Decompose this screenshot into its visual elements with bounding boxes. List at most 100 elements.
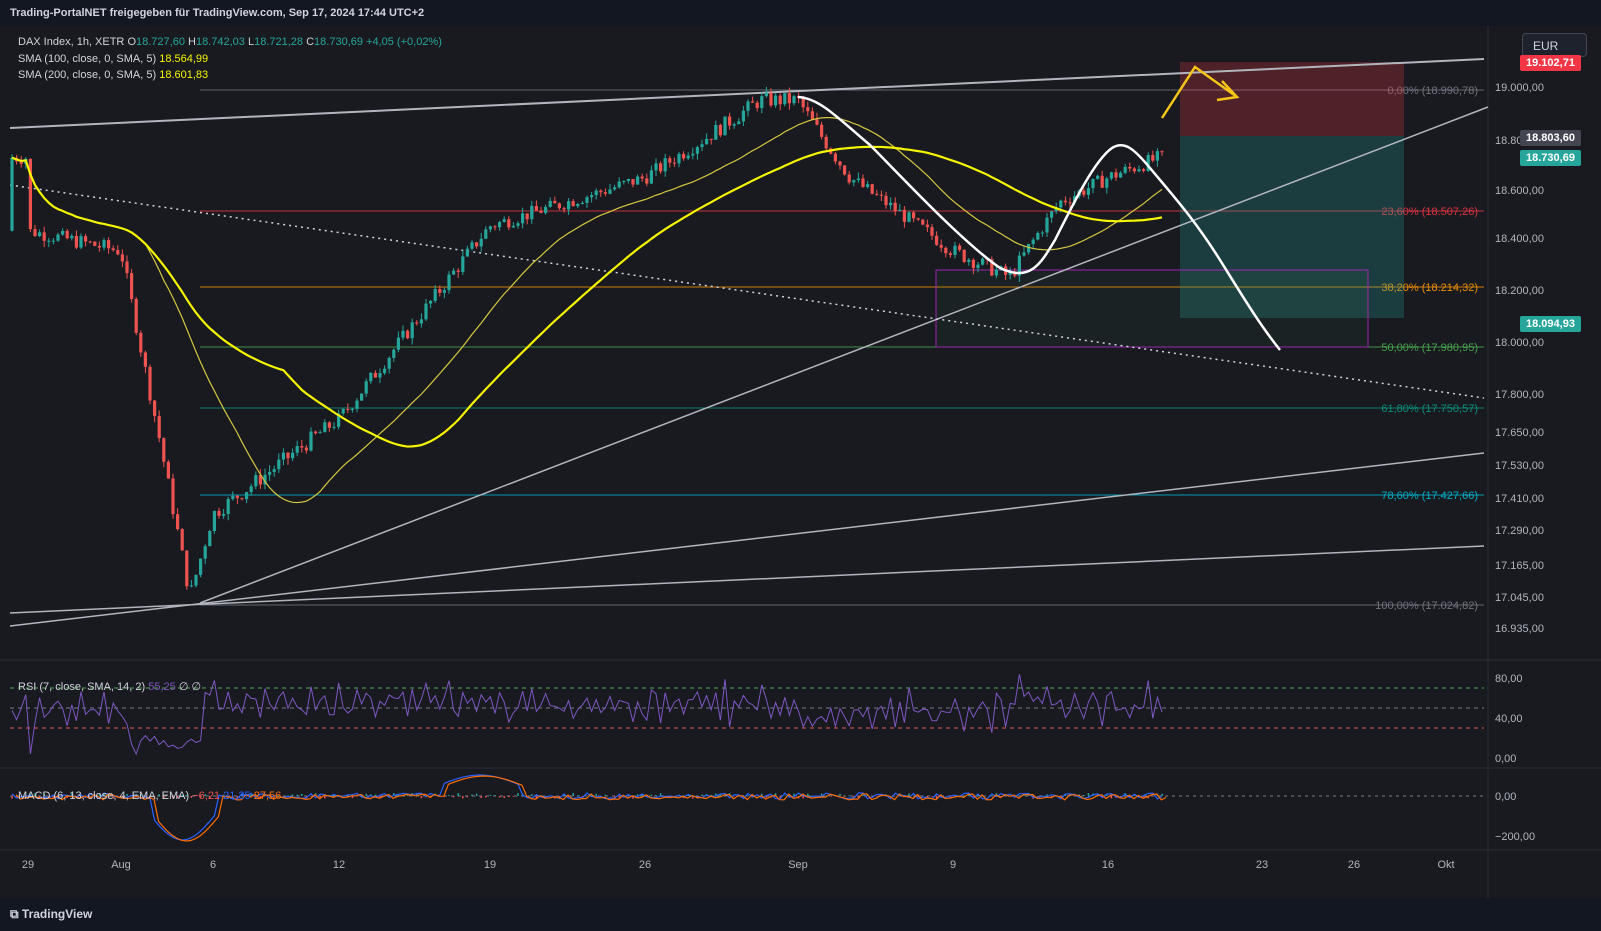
- current-price-tag: 18.730,69: [1520, 150, 1581, 166]
- candle-body: [870, 184, 874, 194]
- candle-body: [502, 219, 506, 223]
- candle-body: [760, 96, 764, 109]
- candle-body: [879, 194, 883, 196]
- candle-body: [447, 274, 451, 291]
- candle-body: [691, 153, 695, 156]
- candle-body: [433, 289, 437, 301]
- candle-body: [291, 452, 295, 459]
- candle-body: [921, 219, 925, 225]
- candle-body: [258, 475, 262, 485]
- candle-body: [682, 153, 686, 159]
- candle-body: [1008, 272, 1012, 275]
- candle-body: [212, 510, 216, 531]
- share-text: Trading-PortalNET freigegeben für Tradin…: [10, 7, 425, 19]
- candle-body: [143, 352, 147, 367]
- candle-body: [746, 101, 750, 111]
- candle-body: [153, 400, 157, 416]
- candle-body: [1119, 172, 1123, 178]
- candle-body: [663, 158, 667, 172]
- sma100-legend[interactable]: SMA (100, close, 0, SMA, 5) 18.564,99: [18, 53, 209, 65]
- candle-body: [47, 240, 51, 242]
- price-axis-label: 19.000,00: [1495, 82, 1544, 94]
- candle-body: [162, 438, 166, 462]
- candle-body: [461, 256, 465, 272]
- sma100-line: [11, 117, 1163, 504]
- candle-body: [935, 235, 939, 245]
- candle-body: [686, 155, 690, 159]
- target-zone: [1180, 62, 1404, 136]
- candle-body: [323, 422, 327, 433]
- time-axis-label: Aug: [111, 859, 131, 871]
- candle-body: [42, 232, 46, 241]
- candle-body: [594, 190, 598, 196]
- candle-body: [61, 230, 65, 235]
- candle-body: [1151, 155, 1155, 161]
- candle-body: [203, 546, 207, 559]
- lower-fan-line-2: [9, 545, 1485, 614]
- candle-body: [1109, 172, 1113, 179]
- candle-body: [1091, 178, 1095, 189]
- candle-body: [38, 232, 42, 237]
- candle-body: [755, 102, 759, 109]
- fib-level-label: 23,60% (18.507,26): [1381, 206, 1478, 218]
- candle-body: [613, 187, 617, 190]
- main-legend-line[interactable]: DAX Index, 1h, XETR O18.727,60 H18.742,0…: [18, 36, 442, 48]
- candle-body: [861, 178, 865, 187]
- candle-body: [953, 245, 957, 255]
- candle-body: [470, 242, 474, 249]
- candle-body: [360, 393, 364, 401]
- candle-body: [916, 218, 920, 220]
- candle-body: [603, 192, 607, 194]
- candle-body: [383, 368, 387, 374]
- candle-body: [544, 206, 548, 213]
- candle-body: [783, 93, 787, 105]
- candle-body: [714, 124, 718, 140]
- candle-body: [33, 229, 37, 237]
- candle-body: [208, 530, 212, 547]
- candle-body: [1027, 244, 1031, 253]
- candle-body: [631, 178, 635, 185]
- candle-body: [396, 337, 400, 350]
- price-axis-label: 18.200,00: [1495, 285, 1544, 297]
- candle-body: [912, 212, 916, 219]
- candle-body: [948, 253, 952, 255]
- candle-body: [74, 235, 78, 248]
- candle-body: [548, 200, 552, 207]
- rsi-legend[interactable]: RSI (7, close, SMA, 14, 2) 55,25 ∅ ∅: [18, 681, 202, 693]
- candle-body: [139, 332, 143, 353]
- candle-body: [511, 225, 515, 228]
- support-box: [935, 269, 1369, 348]
- currency-button[interactable]: EUR: [1522, 33, 1587, 57]
- price-axis-label: 18.000,00: [1495, 337, 1544, 349]
- macd-legend[interactable]: MACD (6, 13, close, 4, EMA, EMA) −6,21 2…: [18, 790, 282, 802]
- fib-level-label: 50,00% (17.980,95): [1381, 342, 1478, 354]
- price-axis-label: 17.410,00: [1495, 493, 1544, 505]
- candle-body: [355, 400, 359, 409]
- fib-level-label: 38,20% (18.214,32): [1381, 282, 1478, 294]
- lower-fan-line-1: [9, 452, 1485, 627]
- candle-body: [378, 373, 382, 378]
- price-axis-label: 18.400,00: [1495, 233, 1544, 245]
- time-axis-label: 19: [484, 859, 496, 871]
- candle-body: [507, 219, 511, 228]
- time-axis-label: 26: [639, 859, 651, 871]
- candle-body: [107, 240, 111, 249]
- candle-body: [300, 446, 304, 448]
- candle-body: [732, 124, 736, 126]
- candle-body: [65, 230, 69, 239]
- candle-body: [636, 176, 640, 185]
- price-axis-label: 17.045,00: [1495, 592, 1544, 604]
- candle-body: [245, 492, 249, 500]
- candle-body: [737, 121, 741, 125]
- candle-body: [769, 92, 773, 106]
- candle-body: [944, 247, 948, 254]
- candle-body: [815, 119, 819, 125]
- candle-body: [254, 475, 258, 487]
- candle-body: [1036, 232, 1040, 240]
- candle-body: [806, 107, 810, 112]
- candle-body: [1022, 252, 1026, 256]
- sma200-legend[interactable]: SMA (200, close, 0, SMA, 5) 18.601,83: [18, 69, 209, 81]
- candle-body: [1100, 175, 1104, 188]
- candle-body: [994, 269, 998, 276]
